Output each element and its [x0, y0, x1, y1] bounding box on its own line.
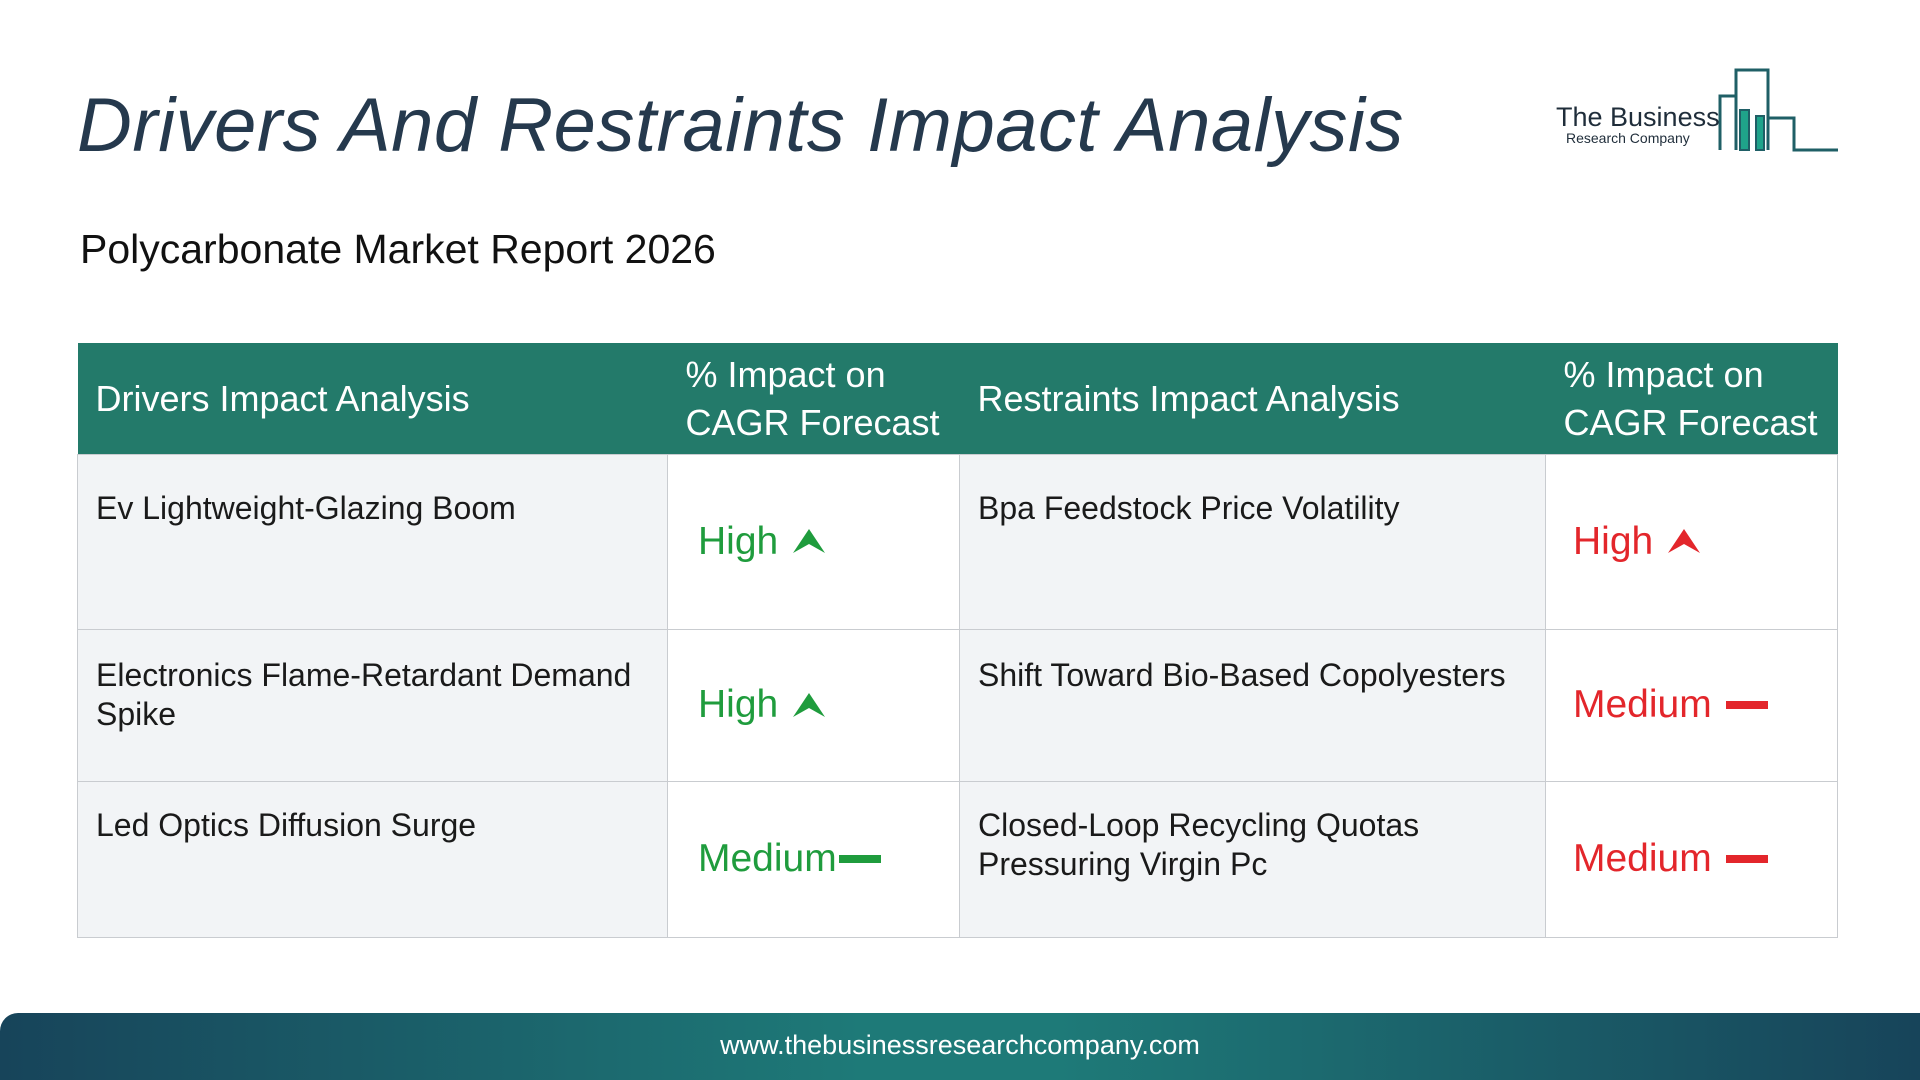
arrow-up-icon	[1668, 529, 1701, 553]
table-row: Electronics Flame-Retardant Demand Spike…	[77, 629, 1838, 782]
impact-label: High	[1573, 519, 1654, 563]
report-subtitle: Polycarbonate Market Report 2026	[80, 226, 716, 272]
logo-name: The Business	[1556, 102, 1720, 132]
footer-bar: www.thebusinessresearchcompany.com	[0, 1013, 1920, 1080]
column-header-restraint-impact: % Impact on CAGR Forecast	[1545, 343, 1838, 455]
driver-impact-level: Medium	[698, 839, 881, 878]
driver-cell: Ev Lightweight-Glazing Boom	[77, 454, 668, 630]
dash-icon	[1725, 700, 1768, 709]
table-header-row: Drivers Impact Analysis % Impact on CAGR…	[77, 343, 1838, 455]
driver-impact-cell: Medium	[667, 781, 960, 938]
restraint-impact-cell: Medium	[1545, 781, 1838, 938]
restraint-impact-level: Medium	[1573, 685, 1768, 724]
driver-cell: Electronics Flame-Retardant Demand Spike	[77, 629, 668, 782]
dash-icon	[1725, 854, 1768, 863]
restraint-cell: Bpa Feedstock Price Volatility	[959, 454, 1546, 630]
dash-icon	[838, 854, 881, 863]
logo-tagline: Research Company	[1566, 130, 1690, 146]
driver-impact-cell: High	[667, 629, 960, 782]
impact-label: High	[698, 519, 779, 563]
restraint-impact-cell: High	[1545, 454, 1838, 630]
bar-chart-logo-icon	[1718, 68, 1838, 152]
arrow-up-icon	[793, 692, 826, 717]
column-header-restraints: Restraints Impact Analysis	[959, 343, 1546, 455]
restraint-impact-level: High	[1573, 522, 1701, 561]
column-header-drivers: Drivers Impact Analysis	[77, 343, 668, 455]
impact-table: Drivers Impact Analysis % Impact on CAGR…	[77, 343, 1838, 938]
impact-label: Medium	[1573, 837, 1712, 880]
arrow-up-icon	[793, 529, 826, 553]
restraint-impact-level: Medium	[1573, 839, 1768, 878]
footer-website-link[interactable]: www.thebusinessresearchcompany.com	[720, 1030, 1200, 1060]
impact-label: Medium	[1573, 683, 1712, 726]
restraint-cell: Shift Toward Bio-Based Copolyesters	[959, 629, 1546, 782]
impact-label: Medium	[698, 837, 837, 880]
restraint-impact-cell: Medium	[1545, 629, 1838, 782]
driver-impact-level: High	[698, 685, 826, 724]
company-logo: The Business Research Company	[1550, 66, 1840, 156]
table-row: Ev Lightweight-Glazing Boom High Bpa Fee…	[77, 454, 1838, 630]
restraint-cell: Closed-Loop Recycling Quotas Pressuring …	[959, 781, 1546, 938]
column-header-driver-impact: % Impact on CAGR Forecast	[667, 343, 960, 455]
driver-impact-level: High	[698, 522, 826, 561]
page-title: Drivers And Restraints Impact Analysis	[77, 83, 1404, 168]
driver-cell: Led Optics Diffusion Surge	[77, 781, 668, 938]
table-row: Led Optics Diffusion Surge Medium Closed…	[77, 781, 1838, 938]
impact-label: High	[698, 683, 779, 726]
driver-impact-cell: High	[667, 454, 960, 630]
